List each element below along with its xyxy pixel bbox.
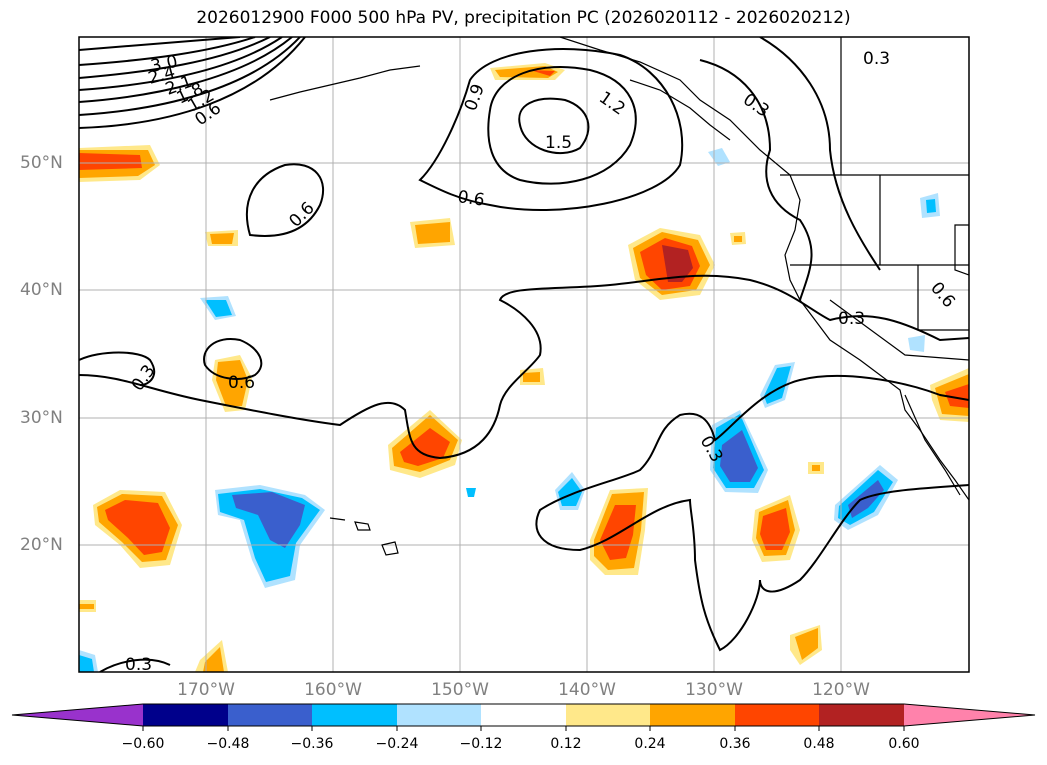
pv-contours bbox=[79, 37, 969, 672]
lat-label-50n: 50°N bbox=[20, 153, 63, 173]
colorbar-tick: 0.24 bbox=[634, 736, 666, 752]
colorbar-tick: −0.24 bbox=[375, 736, 419, 752]
colorbar-tick: −0.36 bbox=[290, 736, 334, 752]
lon-label-160w: 160°W bbox=[304, 680, 362, 700]
colorbar-tick: 0.48 bbox=[803, 736, 835, 752]
coastlines bbox=[269, 37, 969, 556]
map-background bbox=[79, 37, 969, 672]
colorbar-tick: 0.36 bbox=[719, 736, 751, 752]
colorbar-tick: −0.12 bbox=[459, 736, 503, 752]
contour-label: 0.6 bbox=[456, 187, 486, 211]
lon-label-150w: 150°W bbox=[431, 680, 489, 700]
colorbar-tick: 0.12 bbox=[550, 736, 582, 752]
contour-label: 0.3 bbox=[838, 309, 865, 329]
contour-label: 0.3 bbox=[125, 655, 152, 675]
colorbar-tick: −0.60 bbox=[121, 736, 165, 752]
contour-label: 0.3 bbox=[863, 49, 890, 69]
lat-label-30n: 30°N bbox=[20, 408, 63, 428]
lon-label-120w: 120°W bbox=[812, 680, 870, 700]
lat-label-40n: 40°N bbox=[20, 280, 63, 300]
contour-label: 1.5 bbox=[545, 133, 572, 153]
colorbar-tick: −0.48 bbox=[206, 736, 250, 752]
colorbar bbox=[11, 703, 1036, 731]
colorbar-tick: 0.60 bbox=[888, 736, 920, 752]
lon-label-130w: 130°W bbox=[685, 680, 743, 700]
lat-label-20n: 20°N bbox=[20, 535, 63, 555]
map-frame bbox=[78, 36, 970, 673]
lon-label-140w: 140°W bbox=[558, 680, 616, 700]
contour-label: 0.6 bbox=[228, 373, 255, 393]
lon-label-170w: 170°W bbox=[177, 680, 235, 700]
plot-title: 2026012900 F000 500 hPa PV, precipitatio… bbox=[196, 8, 851, 28]
